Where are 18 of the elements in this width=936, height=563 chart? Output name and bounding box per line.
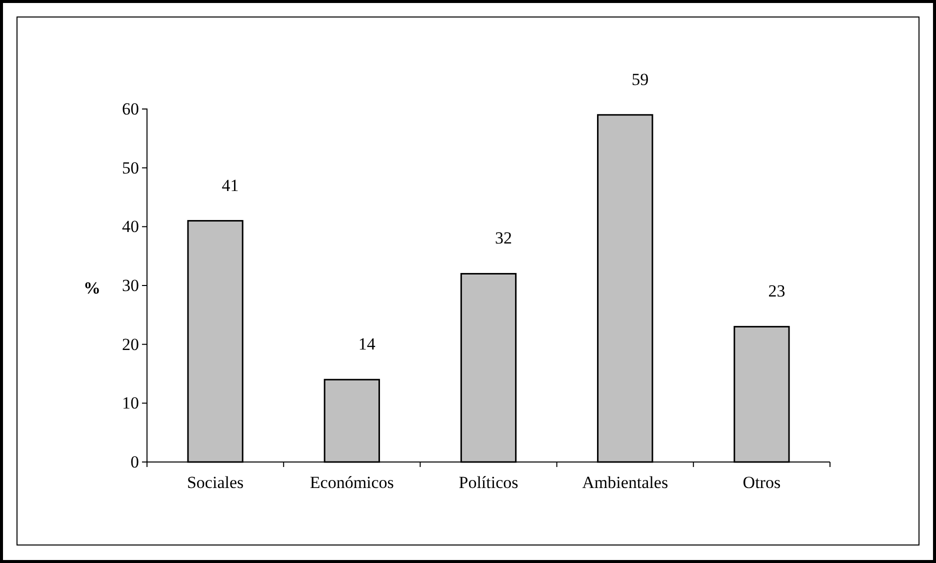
y-tick-label: 50 — [122, 158, 139, 178]
y-axis-title: % — [84, 278, 100, 298]
data-label: 59 — [632, 70, 649, 89]
y-tick-label: 30 — [122, 276, 139, 295]
data-label: 23 — [768, 282, 786, 301]
x-tick-label: Otros — [742, 473, 781, 492]
y-tick-label: 40 — [122, 217, 139, 236]
x-tick-label: Ambientales — [582, 473, 668, 492]
y-tick-label: 0 — [130, 452, 139, 472]
y-tick-label: 20 — [122, 334, 139, 354]
data-label: 41 — [222, 176, 239, 195]
y-tick-label: 60 — [122, 99, 139, 118]
y-tick-label: 10 — [122, 394, 139, 413]
data-label: 14 — [358, 334, 376, 354]
x-tick-label: Económicos — [310, 473, 394, 492]
x-tick-label: Políticos — [458, 473, 518, 492]
data-label: 32 — [495, 228, 512, 248]
x-tick-label: Sociales — [186, 473, 244, 492]
